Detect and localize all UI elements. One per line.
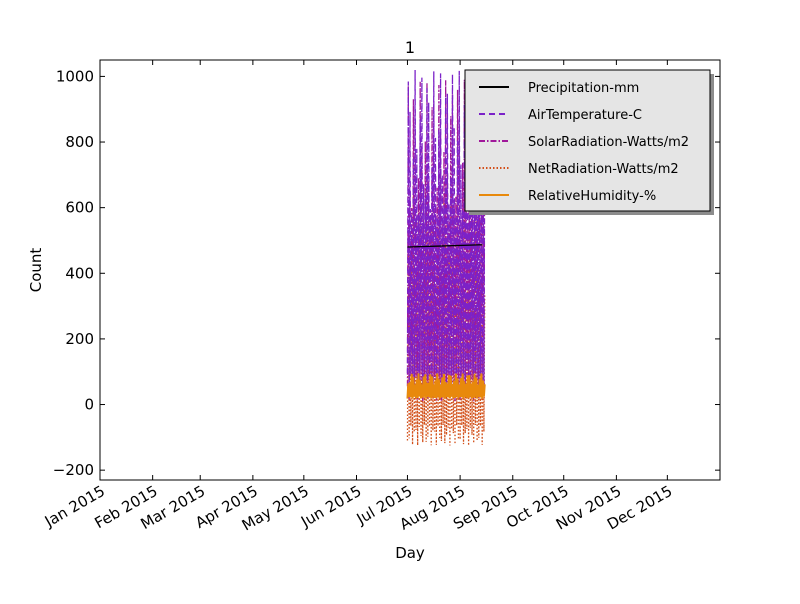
legend-label: AirTemperature-C [528,108,642,123]
series-line-2 [406,69,486,397]
series-line-1 [407,244,483,248]
y-axis-label: Count [27,248,45,293]
y-tick-label: 0 [84,396,94,414]
chart-title: 1 [405,38,415,57]
y-tick-label: 1000 [56,67,94,85]
y-tick-label: 600 [65,199,94,217]
legend-label: Precipitation-mm [528,81,639,96]
y-axis: −200 0 200 400 600 800 1000 [53,67,720,479]
x-axis-label: Day [395,544,425,562]
y-tick-label: 200 [65,330,94,348]
x-tick-label: Jun 2015 [297,482,364,531]
series-layer [406,69,486,446]
legend-label: RelativeHumidity-% [528,189,656,204]
legend-label: SolarRadiation-Watts/m2 [528,135,689,150]
plot-frame [99,59,721,481]
legend: Precipitation-mm AirTemperature-C SolarRad… [464,69,714,215]
y-tick-label: 800 [65,133,94,151]
y-tick-label: −200 [53,461,94,479]
y-tick-label: 400 [65,264,94,282]
legend-label: NetRadiation-Watts/m2 [528,162,679,177]
series-line-5 [406,373,486,399]
